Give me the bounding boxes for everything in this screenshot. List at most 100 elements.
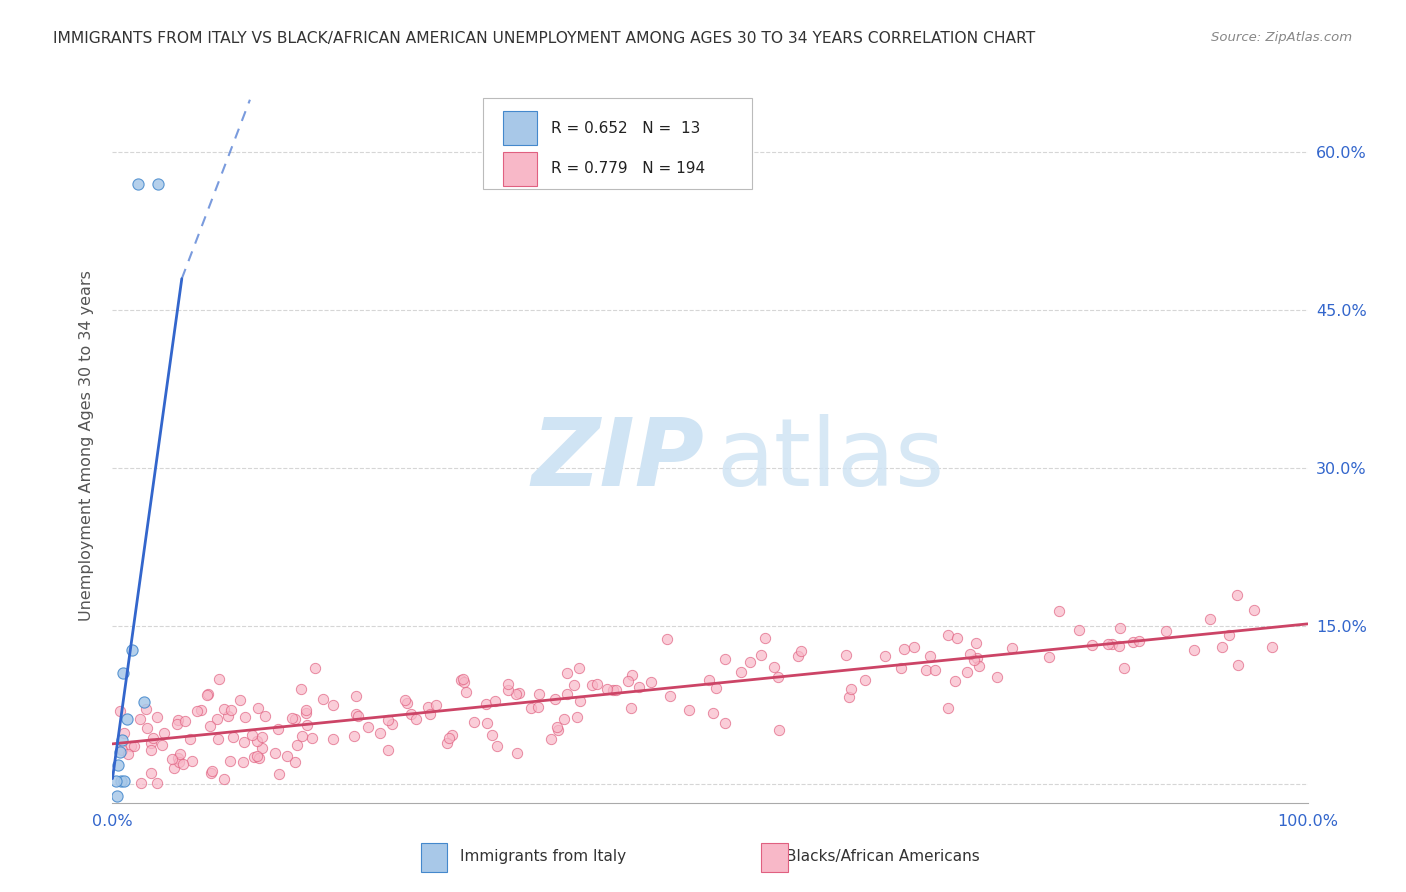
Point [496, 677, 519, 691]
Point [276, 749, 298, 764]
Point [267, 722, 290, 736]
Point [568, 661, 591, 675]
Point [105, 773, 128, 788]
Point [322, 698, 344, 712]
Point [122, 739, 145, 754]
Point [252, 731, 274, 745]
Point [544, 691, 567, 706]
Point [146, 177, 169, 191]
Point [986, 670, 1008, 684]
Text: atlas: atlas [716, 414, 945, 507]
Point [527, 700, 550, 714]
Point [290, 681, 312, 696]
Point [713, 715, 735, 730]
Point [142, 731, 165, 746]
Point [484, 694, 506, 708]
Point [208, 673, 231, 687]
Point [762, 660, 785, 674]
Point [475, 715, 498, 730]
Point [1101, 637, 1123, 651]
Point [150, 738, 173, 752]
Point [166, 717, 188, 731]
Point [1112, 660, 1135, 674]
Point [890, 661, 912, 675]
Point [200, 766, 222, 780]
Point [219, 703, 242, 717]
Point [520, 701, 543, 715]
Point [401, 707, 423, 722]
Point [839, 681, 862, 696]
Point [546, 720, 568, 734]
Point [903, 640, 925, 655]
Point [963, 653, 986, 667]
Point [565, 710, 588, 724]
Point [198, 719, 221, 733]
Point [640, 675, 662, 690]
Point [395, 696, 418, 710]
Point [596, 682, 619, 697]
Point [240, 728, 263, 742]
Point [217, 708, 239, 723]
Point [221, 730, 243, 744]
Point [936, 700, 959, 714]
Point [440, 728, 463, 742]
Point [246, 734, 269, 748]
Point [201, 764, 224, 778]
Point [754, 632, 776, 646]
Point [620, 701, 643, 715]
Point [416, 700, 439, 714]
Point [453, 672, 475, 686]
Bar [762, 844, 787, 872]
Point [301, 731, 323, 745]
Point [586, 677, 609, 691]
Bar [503, 152, 537, 186]
Point [381, 717, 404, 731]
Point [569, 694, 592, 708]
Point [127, 177, 149, 191]
Point [1128, 634, 1150, 648]
Point [1261, 640, 1284, 655]
Point [112, 726, 135, 740]
Point [139, 766, 162, 780]
Point [1225, 588, 1247, 602]
Point [291, 729, 314, 743]
Point [105, 789, 128, 804]
Point [553, 712, 575, 726]
Point [129, 712, 152, 726]
Point [212, 772, 235, 787]
Point [107, 758, 129, 772]
Point [169, 747, 191, 761]
Point [1108, 639, 1130, 653]
Point [581, 678, 603, 692]
Point [657, 632, 679, 646]
Point [1243, 603, 1265, 617]
Point [730, 665, 752, 679]
Point [357, 721, 380, 735]
Point [1069, 623, 1091, 637]
Point [160, 752, 183, 766]
Point [212, 702, 235, 716]
Point [486, 739, 509, 753]
Point [115, 712, 138, 726]
Point [250, 741, 273, 756]
Point [295, 703, 318, 717]
Point [186, 705, 208, 719]
Point [1154, 624, 1177, 638]
Point [620, 668, 643, 682]
Point [835, 648, 858, 662]
Point [377, 743, 399, 757]
Point [153, 725, 176, 739]
Point [139, 742, 162, 756]
Point [343, 729, 366, 743]
Point [425, 698, 447, 713]
Point [463, 714, 485, 729]
Point [174, 714, 197, 728]
Point [135, 701, 157, 715]
Bar [420, 844, 447, 872]
Point [139, 736, 162, 750]
Point [1038, 650, 1060, 665]
Point [377, 714, 399, 728]
Point [555, 687, 578, 701]
Y-axis label: Unemployment Among Ages 30 to 34 years: Unemployment Among Ages 30 to 34 years [79, 270, 94, 622]
Point [195, 688, 218, 702]
